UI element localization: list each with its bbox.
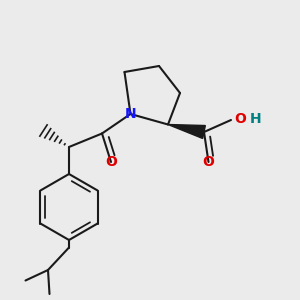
Text: O: O bbox=[105, 155, 117, 169]
Text: N: N bbox=[125, 107, 136, 121]
Text: O: O bbox=[234, 112, 246, 126]
Text: O: O bbox=[202, 155, 214, 169]
Text: H: H bbox=[250, 112, 261, 126]
Polygon shape bbox=[168, 124, 205, 139]
